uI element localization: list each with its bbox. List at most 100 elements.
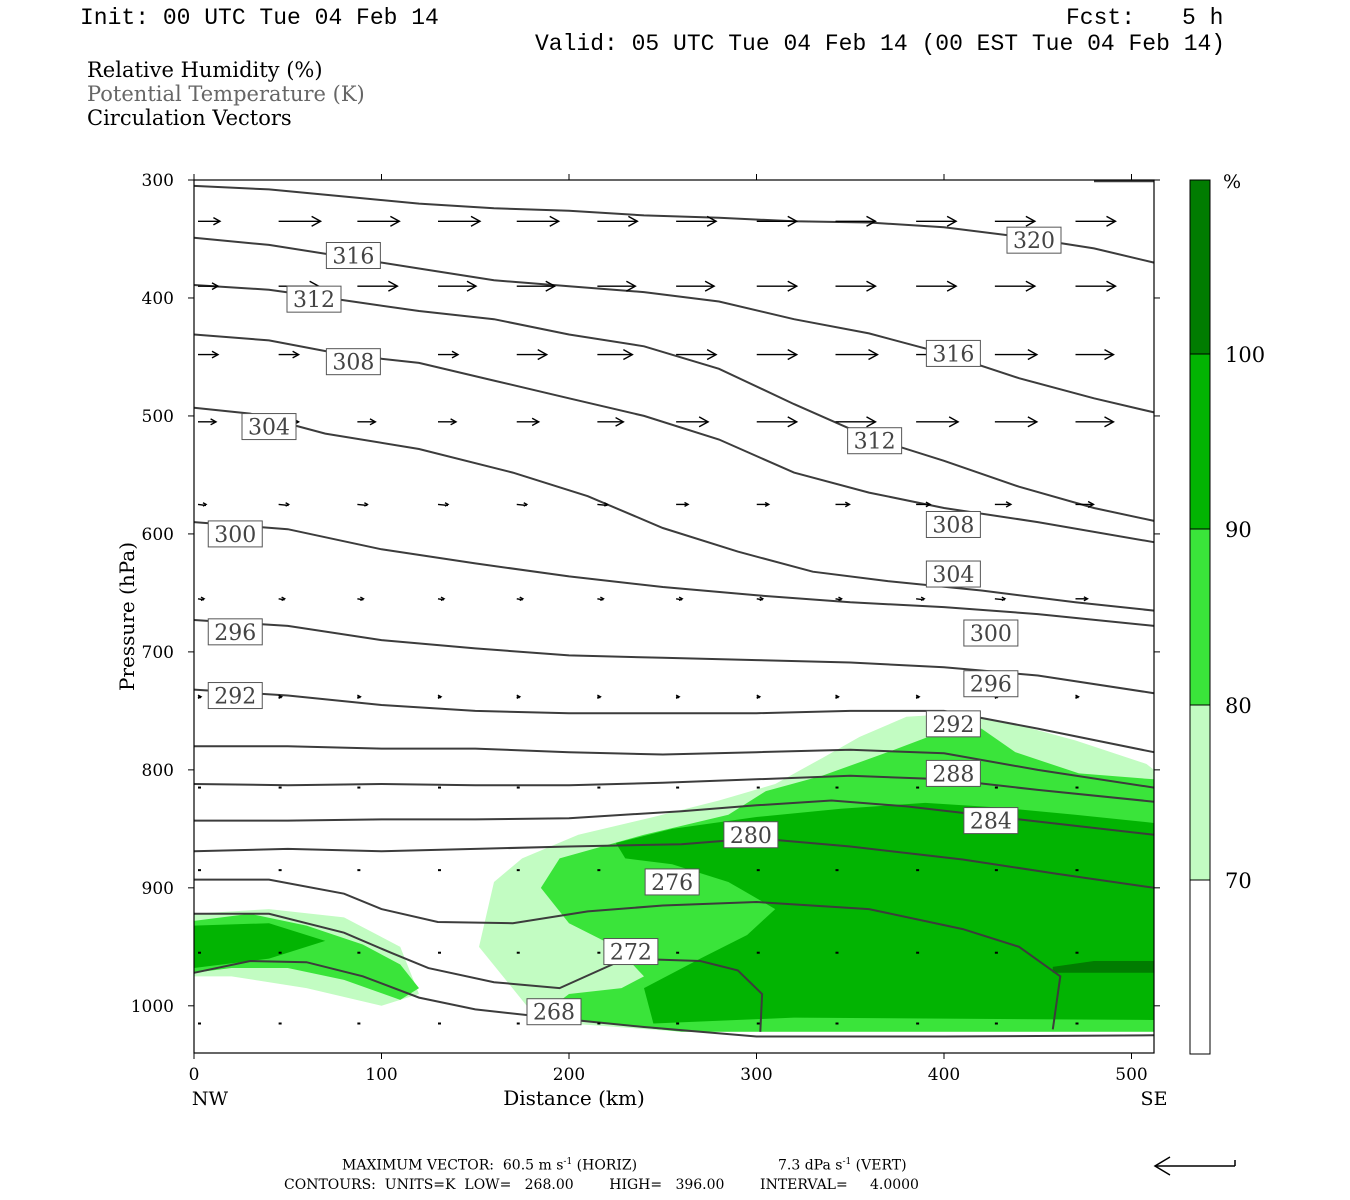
circulation-vector [516, 502, 529, 507]
circulation-vector [278, 350, 301, 359]
vector-head [1027, 349, 1039, 361]
circulation-vector [756, 869, 760, 872]
circulation-vector [357, 694, 362, 699]
circulation-vector [438, 951, 441, 954]
vector-dot [597, 1022, 601, 1025]
circulation-vector [278, 596, 287, 602]
vector-dot [438, 786, 441, 789]
circulation-vector [198, 350, 220, 359]
theta-label-text: 308 [932, 513, 974, 538]
circulation-vector [1075, 869, 1079, 872]
circulation-vector [676, 501, 690, 508]
theta-contour-292 [194, 745, 1155, 789]
vector-head [915, 694, 921, 699]
vector-head [519, 596, 525, 602]
vector-head [537, 349, 549, 361]
circulation-vector [994, 786, 998, 789]
y-tick-label: 900 [142, 879, 174, 899]
theta-label-308: 308 [325, 348, 381, 376]
footer-contours: CONTOURS: UNITS=K LOW= 268.00 HIGH= 396.… [284, 1177, 919, 1193]
vector-head [787, 215, 799, 227]
vector-head [866, 416, 877, 428]
theta-label-304: 304 [241, 413, 297, 441]
circulation-vector [198, 1022, 201, 1025]
theta-label-box [325, 348, 381, 376]
theta-contour-312 [193, 284, 1155, 522]
vector-head [211, 350, 220, 359]
circulation-vector [994, 869, 998, 872]
theta-label-316: 316 [925, 339, 981, 367]
y-tick-label: 700 [142, 643, 174, 663]
colorbar-level-100: 100 [1225, 343, 1265, 367]
theta-label-text: 316 [332, 245, 374, 270]
circulation-vector [516, 869, 520, 872]
vector-head [211, 282, 220, 291]
theta-label-box [963, 670, 1019, 698]
vector-dot [597, 869, 601, 872]
theta-contour-268 [193, 959, 1155, 1038]
circulation-vector [916, 951, 920, 954]
circulation-vector [597, 786, 601, 789]
circulation-vector [916, 501, 932, 508]
vector-head [285, 502, 291, 507]
footer-max-vector: MAXIMUM VECTOR: 60.5 m s-1 (HORIZ) [342, 1158, 637, 1173]
circulation-vector [357, 1022, 361, 1025]
circulation-vector [676, 596, 684, 602]
theta-label-text: 320 [1013, 229, 1055, 254]
vector-dot [994, 786, 998, 789]
vector-head [388, 280, 399, 292]
circulation-vector [198, 869, 201, 872]
theta-label-box [925, 339, 981, 367]
circulation-vector [516, 215, 561, 227]
circulation-vector [198, 951, 201, 954]
circulation-vector [197, 694, 203, 699]
vector-dot [597, 786, 601, 789]
vector-head [549, 215, 561, 227]
theta-label-text: 300 [214, 523, 256, 548]
circulation-vector [676, 951, 680, 954]
circulation-vector [676, 1022, 680, 1025]
circulation-vector [1075, 951, 1079, 954]
vector-head [1025, 215, 1037, 227]
vector-head [948, 416, 960, 428]
vector-dot [198, 869, 201, 872]
vector-dot [994, 951, 998, 954]
circulation-vector [278, 869, 282, 872]
circulation-vector [278, 1022, 282, 1025]
vector-head [1106, 280, 1117, 292]
x-tick-label: 300 [740, 1065, 772, 1085]
theta-contour-304 [193, 406, 1155, 612]
circulation-vector [916, 869, 920, 872]
theta-label-292: 292 [925, 710, 981, 738]
vector-head [1104, 416, 1115, 428]
vector-dot [357, 1022, 361, 1025]
circulation-vector [438, 418, 458, 426]
theta-label-300: 300 [963, 619, 1019, 647]
circulation-vector [835, 951, 839, 954]
circulation-vector [437, 502, 450, 507]
vector-head [597, 694, 602, 699]
circulation-vector [835, 416, 877, 428]
theta-label-text: 276 [651, 871, 693, 896]
vector-dot [756, 786, 760, 789]
circulation-vector [437, 596, 446, 602]
theta-label-text: 308 [332, 351, 374, 376]
theta-label-text: 292 [214, 685, 256, 710]
vector-head [369, 418, 377, 426]
rh-region-100 [1052, 960, 1154, 973]
circulation-vector [994, 951, 998, 954]
circulation-vector [357, 951, 361, 954]
max-vector-horiz: (HORIZ) [572, 1157, 638, 1174]
theta-label-box [644, 868, 700, 896]
vector-head [764, 501, 771, 508]
plot-frame [193, 179, 1155, 1054]
circulation-vector [835, 869, 839, 872]
circulation-vector [835, 349, 879, 361]
vector-dot [676, 1022, 680, 1025]
vector-head [1087, 500, 1095, 509]
theta-label-text: 280 [730, 824, 772, 849]
vector-head [1025, 280, 1037, 292]
colorbar-level-70: 70 [1225, 869, 1252, 893]
circulation-vector [916, 280, 958, 292]
vector-head [202, 502, 208, 507]
